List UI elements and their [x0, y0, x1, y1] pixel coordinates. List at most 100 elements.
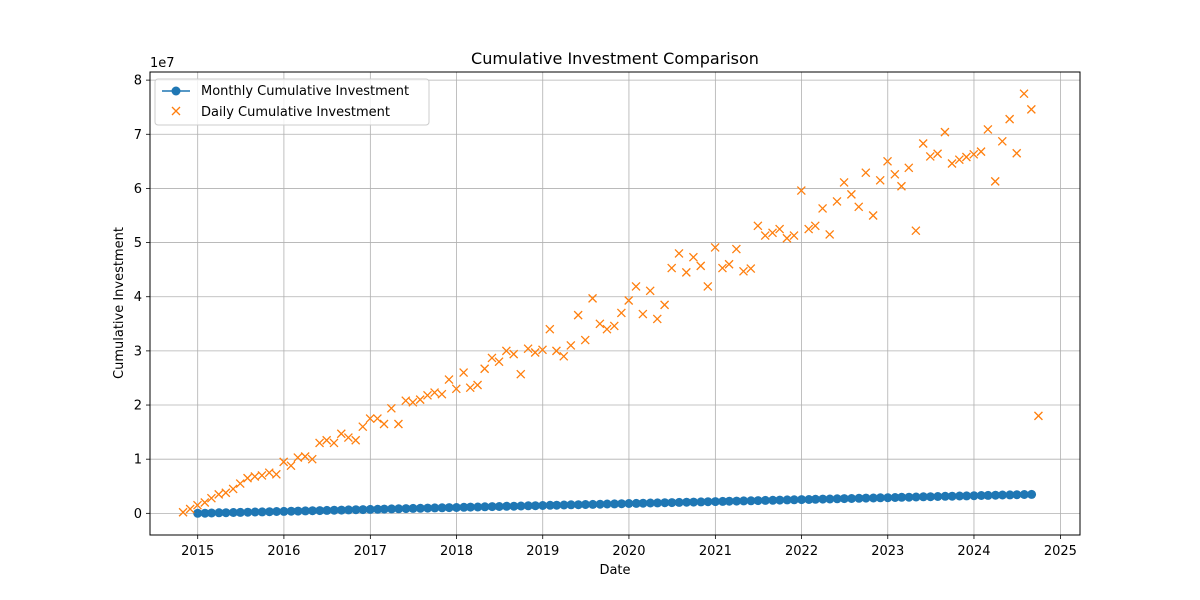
y-axis-label: Cumulative Investment — [112, 227, 127, 379]
monthly-point — [523, 501, 533, 511]
monthly-point — [581, 500, 590, 509]
daily-point — [818, 204, 828, 213]
daily-point — [703, 281, 713, 291]
daily-point — [810, 221, 820, 231]
monthly-point — [221, 508, 231, 518]
daily-point — [602, 324, 612, 334]
monthly-point — [538, 501, 548, 510]
daily-point — [588, 293, 598, 303]
daily-point — [681, 267, 691, 277]
monthly-point — [207, 508, 217, 518]
daily-point — [264, 468, 274, 478]
daily-point — [789, 231, 799, 240]
daily-point — [595, 319, 605, 329]
daily-point — [415, 395, 425, 405]
x-tick-label: 2020 — [612, 544, 645, 559]
monthly-point — [300, 506, 310, 516]
daily-point — [228, 484, 238, 494]
axis-ticks: 2015 2016 2017 2018 2019 2020 2021 2022 2023 2024… — [134, 74, 1077, 559]
monthly-point — [753, 496, 763, 506]
daily-point — [566, 341, 576, 350]
daily-point — [444, 375, 454, 385]
daily-point — [379, 419, 389, 429]
y-tick-label: 2 — [134, 399, 142, 414]
daily-point — [322, 435, 332, 445]
daily-point — [933, 149, 943, 159]
y-tick-label: 1 — [134, 453, 142, 468]
daily-point — [947, 159, 957, 168]
daily-point — [696, 261, 706, 271]
monthly-point — [602, 499, 612, 509]
y-tick-label: 0 — [134, 507, 142, 522]
monthly-point — [782, 495, 792, 505]
monthly-point — [250, 507, 260, 517]
legend-daily-label: Daily Cumulative Investment — [201, 105, 390, 120]
monthly-point — [739, 496, 749, 506]
daily-point — [200, 498, 210, 507]
daily-point — [954, 155, 964, 165]
y-tick-label: 4 — [134, 290, 142, 305]
daily-point — [940, 127, 950, 137]
daily-point — [883, 156, 892, 166]
daily-point — [206, 493, 216, 503]
legend-monthly-label: Monthly Cumulative Investment — [201, 84, 409, 99]
monthly-point — [875, 493, 885, 503]
monthly-point — [502, 501, 512, 511]
monthly-point — [214, 508, 224, 518]
monthly-point — [286, 506, 296, 516]
monthly-point — [329, 505, 339, 515]
y-tick-label: 6 — [134, 182, 142, 197]
daily-point — [465, 383, 475, 393]
monthly-point — [667, 498, 677, 508]
monthly-point — [509, 501, 519, 511]
monthly-point — [379, 504, 389, 514]
daily-point — [551, 346, 561, 356]
daily-point — [775, 224, 785, 234]
monthly-point — [689, 497, 699, 507]
monthly-point — [1012, 490, 1022, 500]
plot-area — [150, 72, 1080, 535]
monthly-point — [358, 505, 368, 515]
monthly-point — [839, 494, 849, 504]
monthly-point — [545, 500, 555, 510]
monthly-point — [315, 506, 325, 516]
monthly-point — [415, 503, 425, 513]
daily-point — [437, 389, 447, 399]
monthly-point — [918, 492, 928, 502]
daily-point — [609, 321, 619, 331]
monthly-point — [911, 492, 921, 502]
x-tick-label: 2021 — [699, 544, 732, 559]
daily-point — [307, 454, 317, 464]
legend-monthly-marker — [171, 86, 181, 96]
daily-point — [573, 310, 583, 320]
x-tick-label: 2019 — [526, 544, 559, 559]
monthly-point — [566, 500, 576, 510]
monthly-point — [890, 493, 900, 502]
daily-point — [221, 488, 231, 498]
daily-point — [487, 353, 497, 363]
daily-point — [315, 438, 325, 448]
monthly-point — [617, 499, 627, 509]
daily-point — [580, 335, 590, 345]
monthly-point — [235, 507, 245, 517]
daily-point — [423, 390, 432, 400]
daily-point — [243, 473, 252, 483]
monthly-point — [279, 506, 289, 516]
monthly-point — [337, 505, 346, 515]
monthly-point — [718, 496, 728, 506]
daily-point — [674, 248, 684, 258]
monthly-point — [940, 491, 950, 501]
daily-point — [300, 452, 310, 461]
daily-point — [710, 242, 720, 252]
monthly-point — [653, 498, 662, 508]
daily-point — [1019, 89, 1029, 99]
daily-point — [516, 369, 526, 379]
x-tick-label: 2023 — [871, 544, 904, 559]
monthly-point — [365, 504, 375, 514]
monthly-series — [193, 489, 1037, 518]
monthly-point — [480, 502, 490, 512]
daily-point — [652, 314, 662, 324]
monthly-point — [466, 502, 475, 512]
monthly-point — [775, 495, 785, 505]
daily-point — [286, 461, 296, 471]
